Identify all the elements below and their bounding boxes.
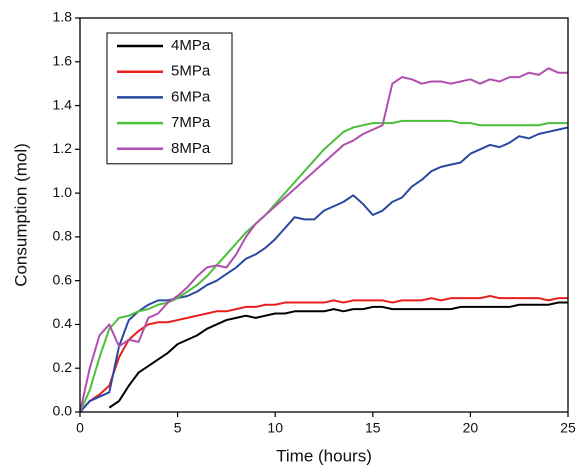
series-line [79, 126, 569, 413]
y-tick-label: 0.0 [53, 403, 73, 419]
plot-frame [79, 17, 569, 413]
series-line [79, 294, 568, 413]
series-line [79, 67, 568, 413]
x-tick-label: 5 [174, 420, 182, 436]
y-tick-label: 0.2 [53, 359, 73, 375]
legend-label: 5MPa [171, 63, 211, 80]
x-tick-label: 0 [76, 420, 84, 436]
y-tick-label: 1.4 [53, 96, 73, 112]
y-tick-label: 1.8 [53, 9, 73, 25]
legend-label: 7MPa [171, 114, 211, 131]
y-tick-label: 1.0 [53, 184, 73, 200]
x-tick-label: 10 [267, 420, 283, 436]
x-tick-label: 20 [463, 420, 479, 436]
y-tick-label: 1.2 [53, 140, 73, 156]
legend-label: 8MPa [171, 140, 211, 157]
y-tick-label: 0.4 [53, 315, 73, 331]
x-tick-label: 25 [560, 420, 576, 436]
legend: 4MPa 5MPa 6MPa 7MPa 8MPa [106, 32, 233, 165]
y-tick-label: 0.8 [53, 228, 73, 244]
series-line [108, 301, 568, 409]
legend-label: 6MPa [171, 88, 211, 105]
y-tick-label: 0.6 [53, 271, 73, 287]
y-tick-label: 1.6 [53, 52, 73, 68]
y-axis-title: Consumption (mol) [11, 143, 30, 287]
x-tick-label: 15 [365, 420, 381, 436]
series-line [79, 119, 568, 413]
x-axis-title: Time (hours) [276, 446, 372, 465]
legend-label: 4MPa [171, 37, 211, 54]
